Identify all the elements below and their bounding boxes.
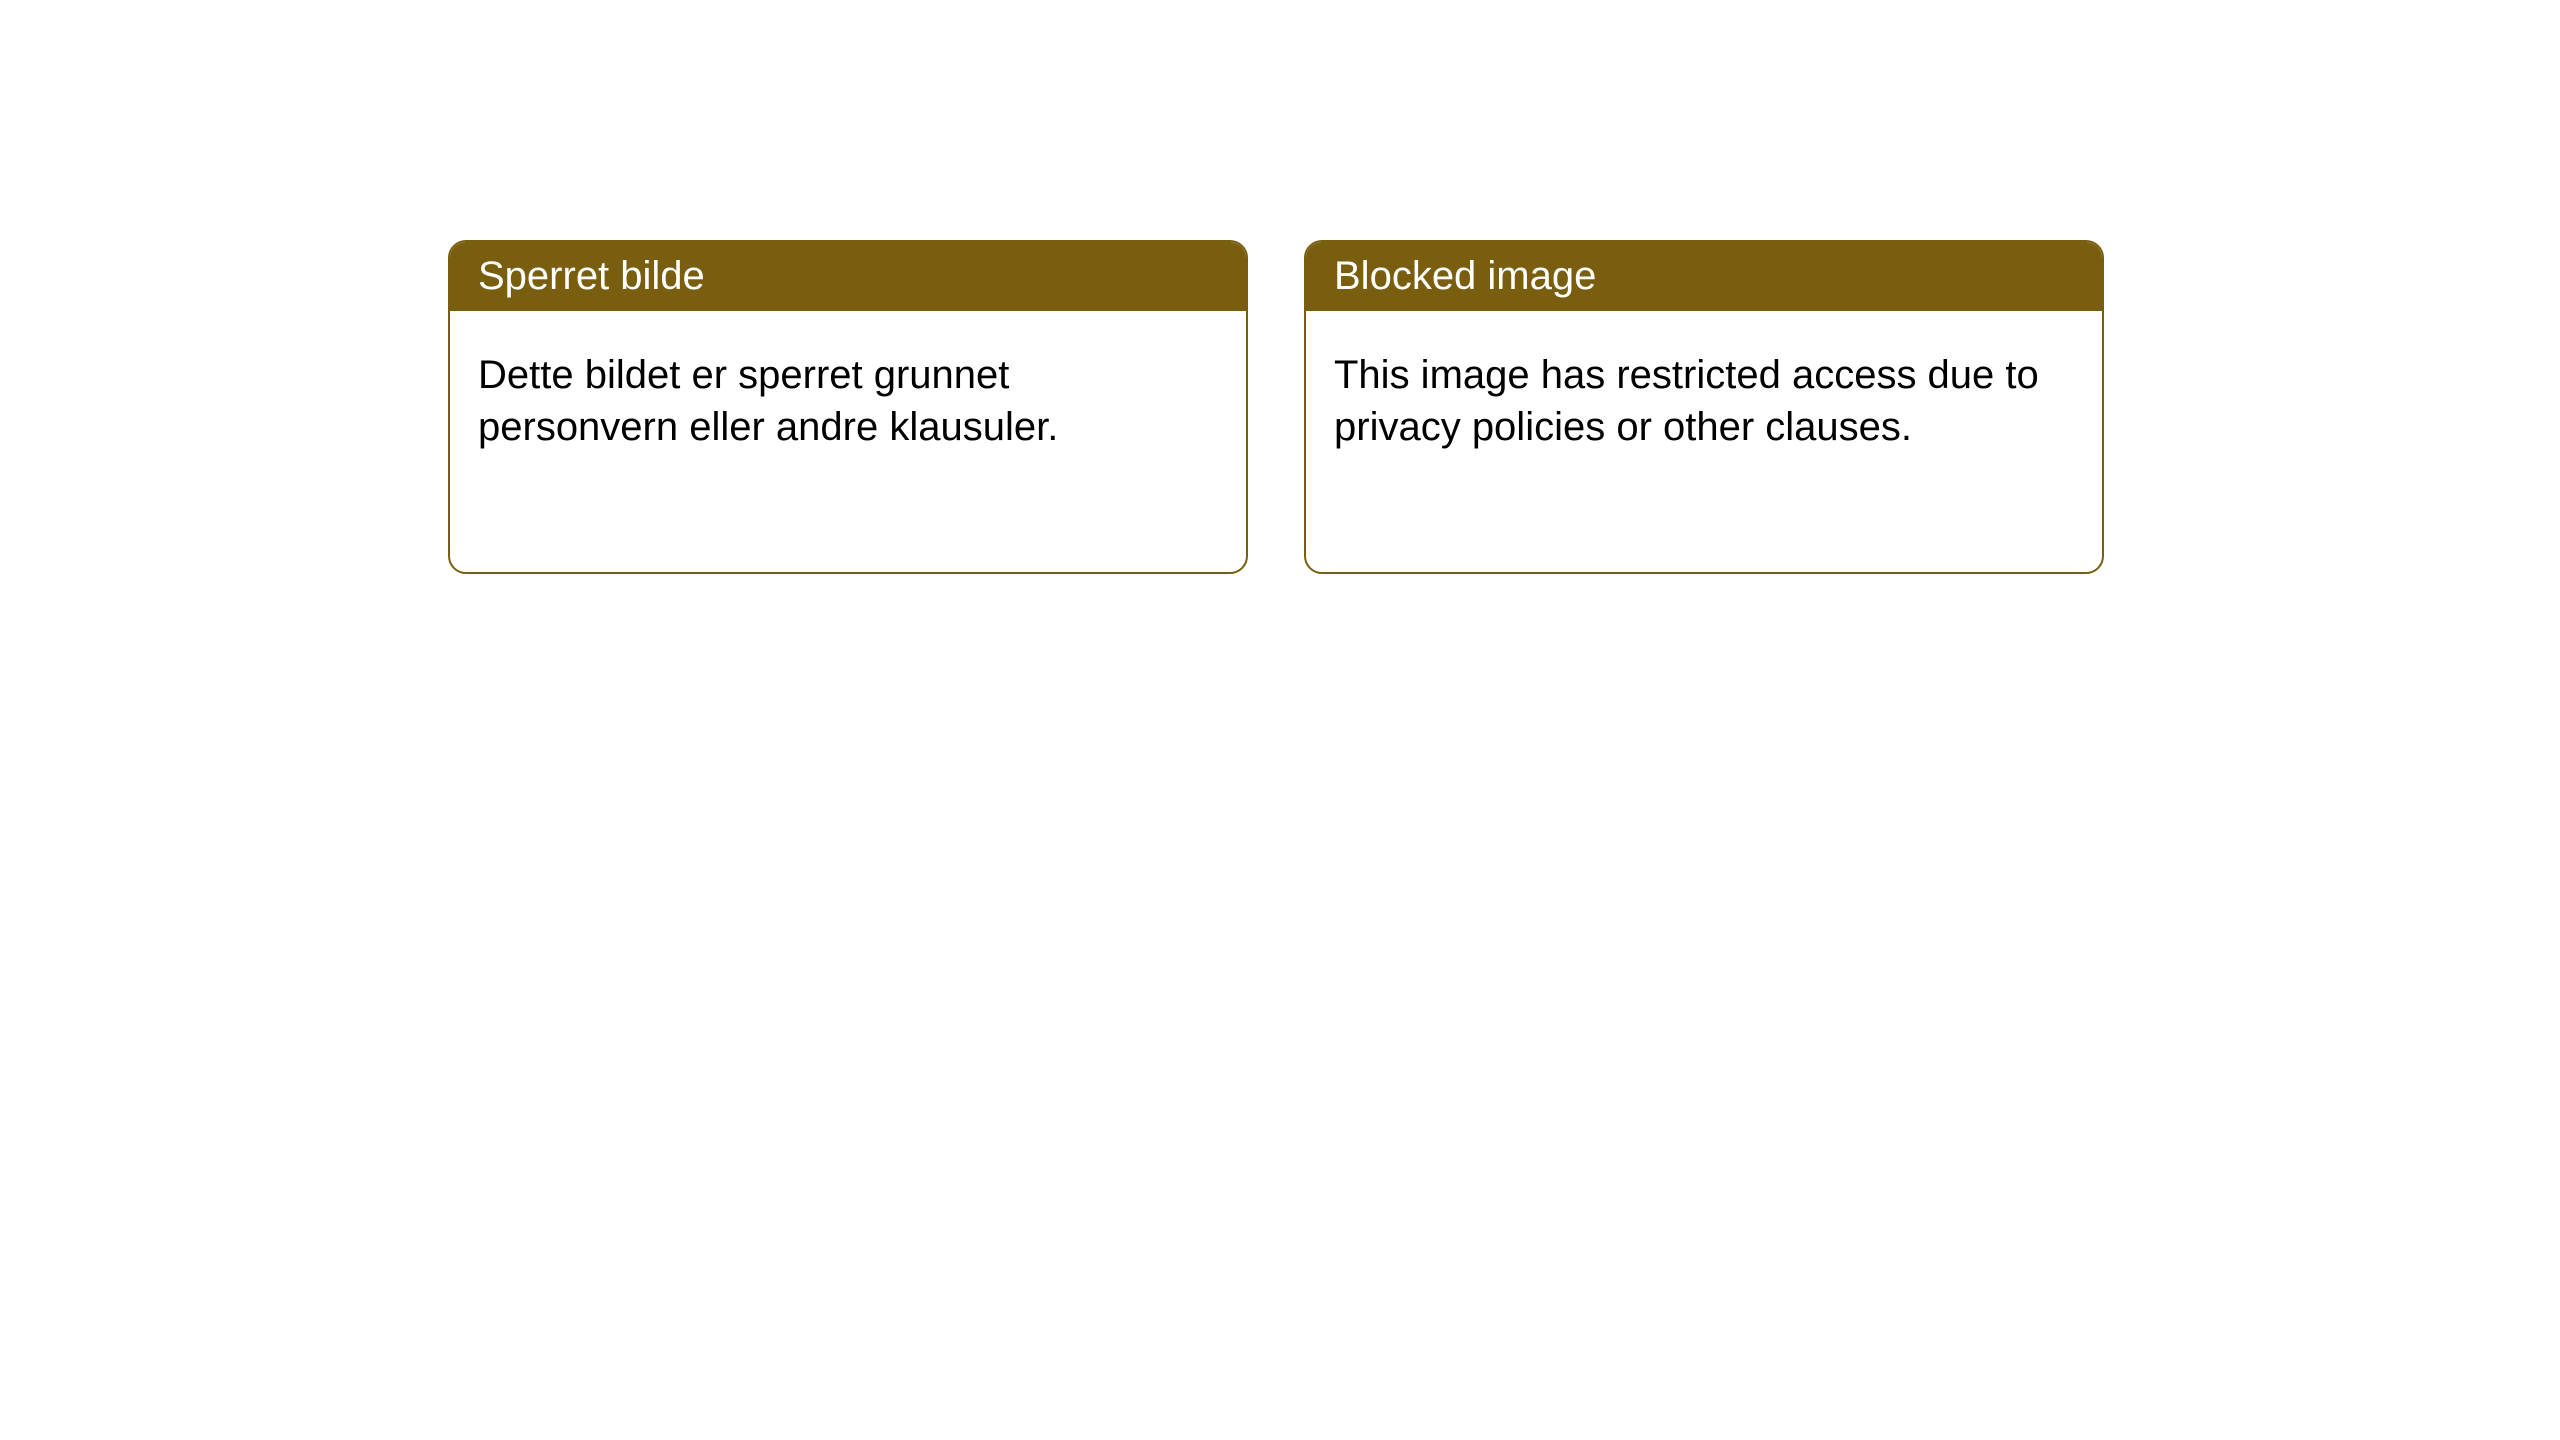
notice-header: Sperret bilde <box>450 242 1246 311</box>
notice-card-english: Blocked image This image has restricted … <box>1304 240 2104 574</box>
notice-message: Dette bildet er sperret grunnet personve… <box>478 353 1058 449</box>
notice-message: This image has restricted access due to … <box>1334 353 2039 449</box>
notice-title: Sperret bilde <box>478 254 705 298</box>
blocked-image-notices: Sperret bilde Dette bildet er sperret gr… <box>448 240 2104 574</box>
notice-body: This image has restricted access due to … <box>1306 311 2102 491</box>
notice-header: Blocked image <box>1306 242 2102 311</box>
notice-body: Dette bildet er sperret grunnet personve… <box>450 311 1246 491</box>
notice-card-norwegian: Sperret bilde Dette bildet er sperret gr… <box>448 240 1248 574</box>
notice-title: Blocked image <box>1334 254 1596 298</box>
